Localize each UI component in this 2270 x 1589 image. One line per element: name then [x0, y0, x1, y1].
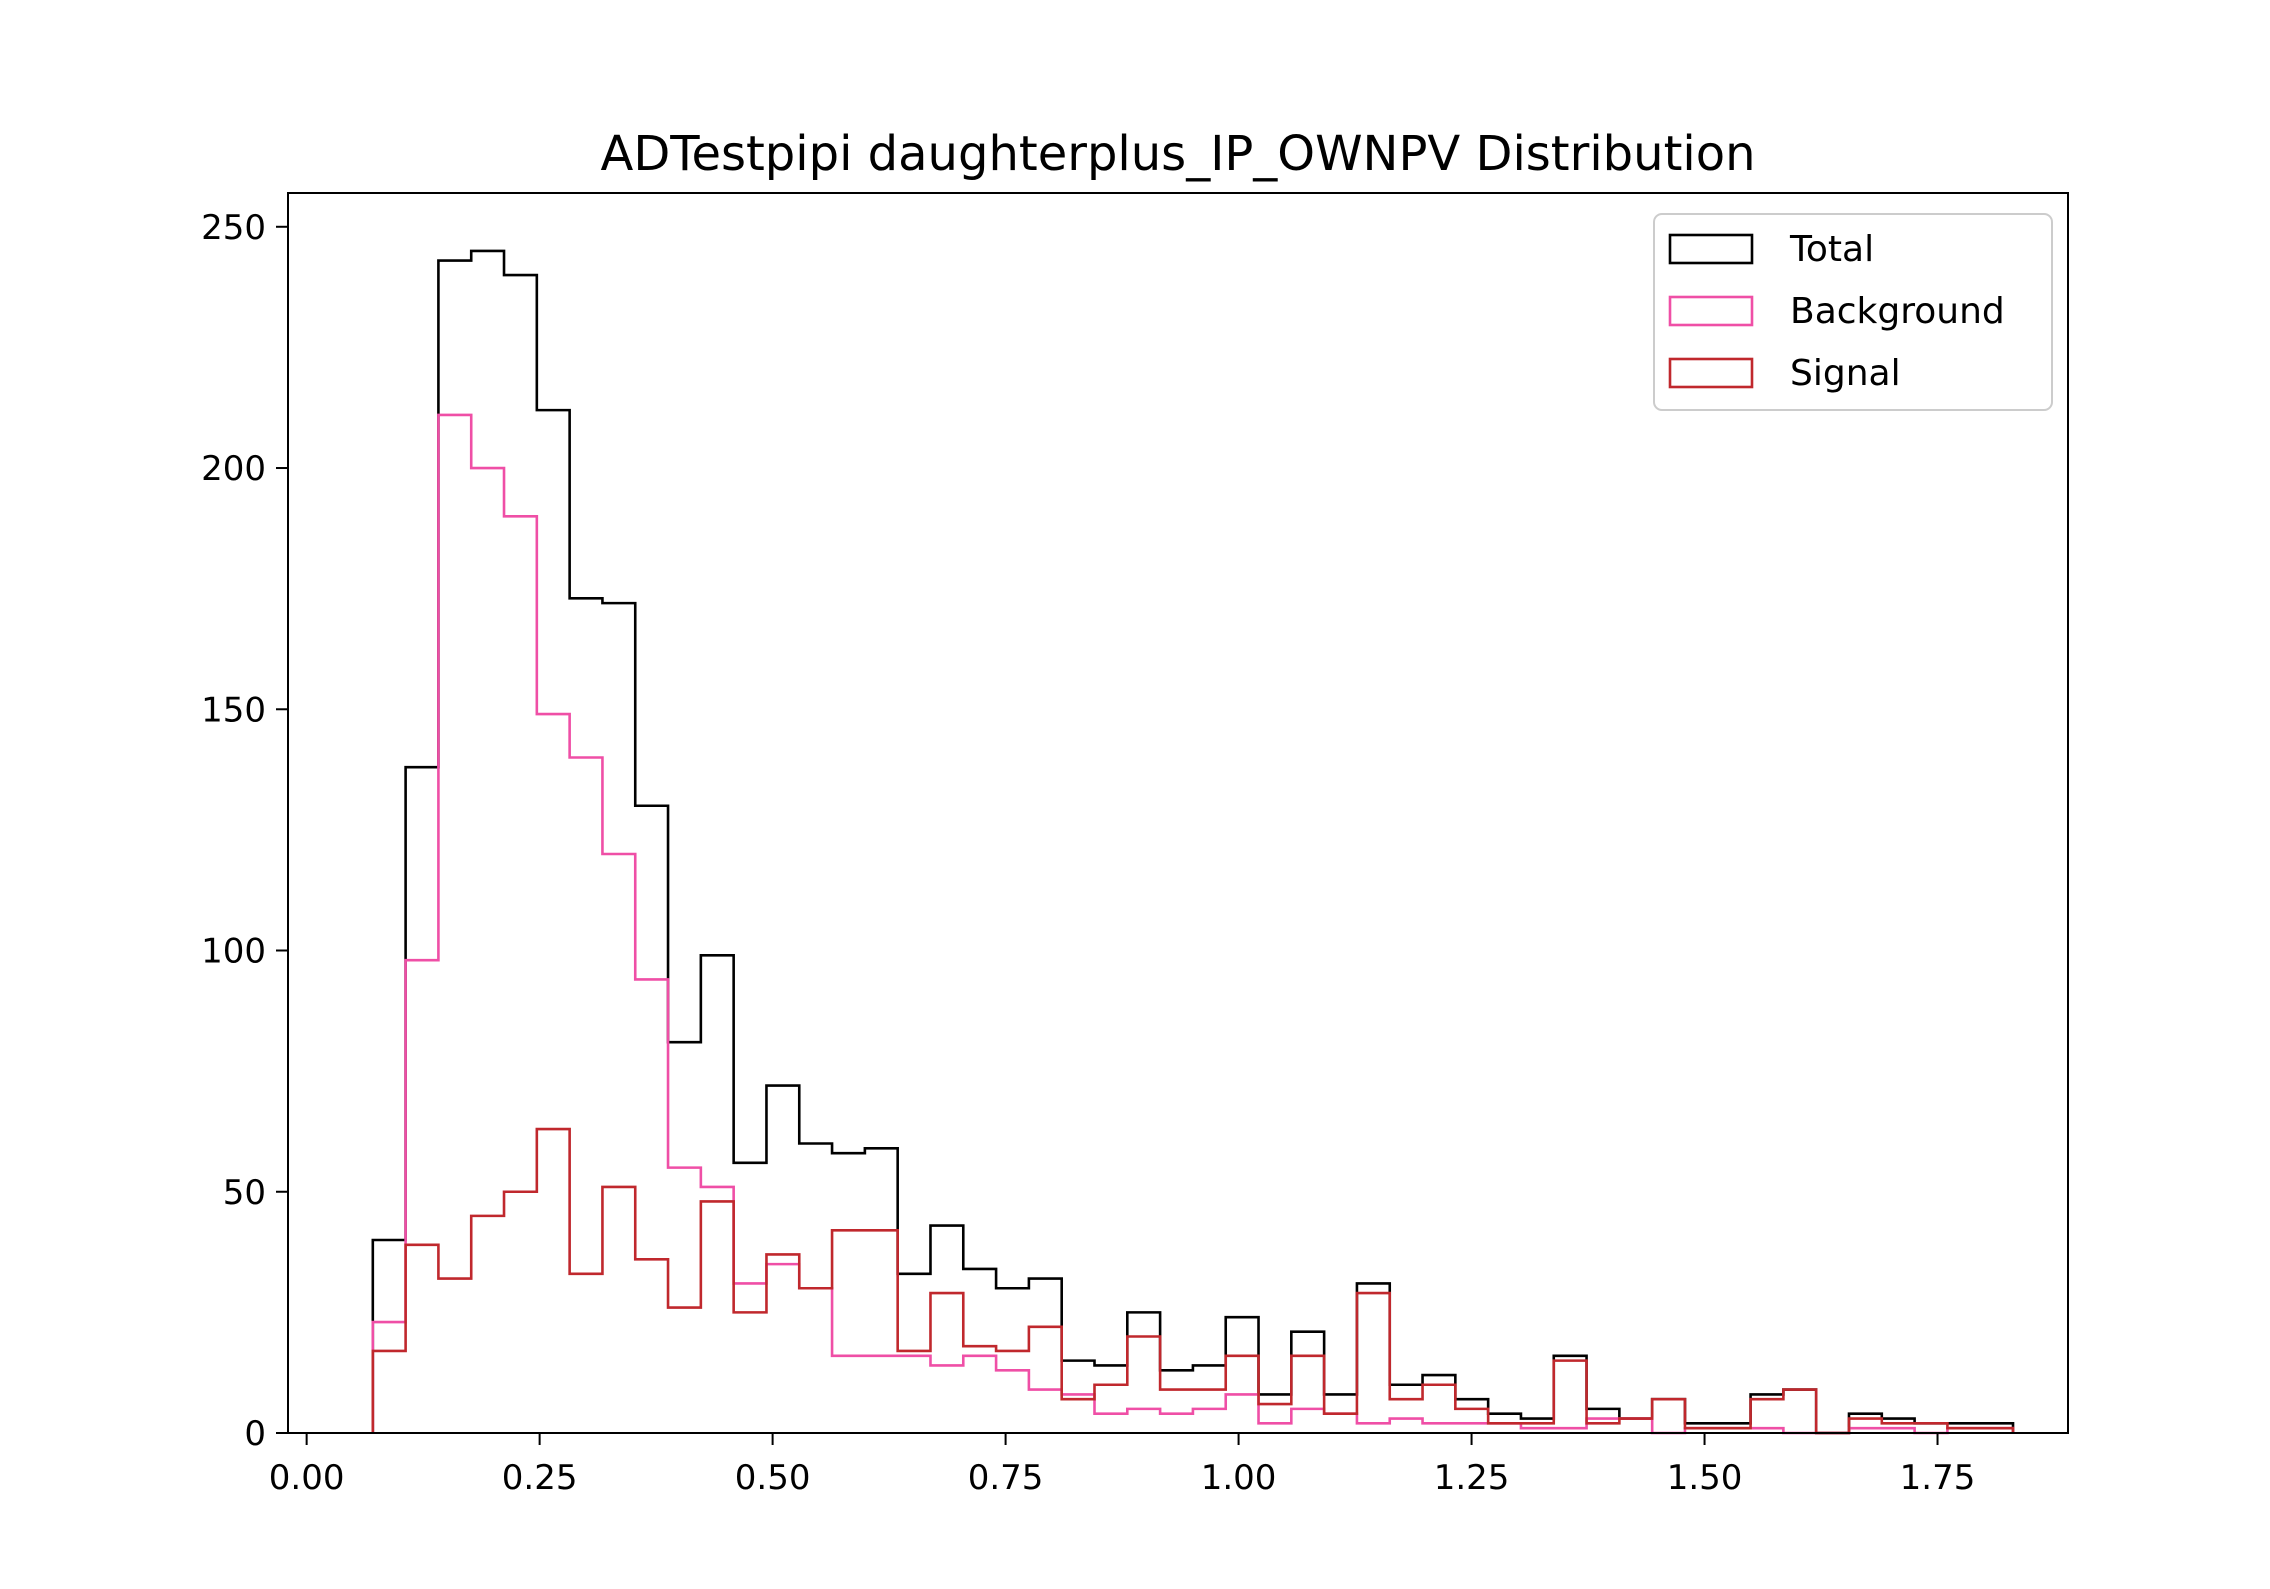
- legend-swatch-total: [1668, 233, 1754, 265]
- y-tick-label: 150: [201, 690, 266, 730]
- x-tick-label: 0.50: [735, 1458, 811, 1498]
- y-tick-label: 100: [201, 932, 266, 972]
- x-tick-label: 0.75: [968, 1458, 1044, 1498]
- histogram-series-signal: [371, 1127, 2015, 1435]
- x-tick-label: 1.25: [1434, 1458, 1510, 1498]
- x-tick-label: 1.50: [1667, 1458, 1743, 1498]
- x-tick-label: 0.00: [269, 1458, 345, 1498]
- x-tick-label: 0.25: [502, 1458, 578, 1498]
- chart-title: ADTestpipi daughterplus_IP_OWNPV Distrib…: [600, 126, 1755, 182]
- legend-label-background: Background: [1790, 291, 2005, 332]
- x-tick-label: 1.00: [1201, 1458, 1277, 1498]
- legend-swatch-background: [1668, 295, 1754, 327]
- legend-swatch-signal: [1668, 357, 1754, 389]
- legend-label-total: Total: [1789, 229, 1874, 270]
- y-tick-label: 0: [244, 1414, 266, 1454]
- histogram-series-background: [371, 413, 2015, 1435]
- legend-frame: [1653, 213, 2053, 411]
- plot-area: [371, 249, 2015, 1435]
- legend-label-signal: Signal: [1790, 353, 1901, 394]
- axes: 0.00 0.25 0.50 0.75 1.00 1.25 1.50 1.75 0 50 100 15…: [201, 192, 2069, 1498]
- histogram-series-total: [371, 249, 2015, 1435]
- axes-frame: [287, 192, 2069, 1434]
- x-tick-label: 1.75: [1900, 1458, 1976, 1498]
- y-tick-label: 50: [223, 1173, 266, 1213]
- y-tick-label: 200: [201, 449, 266, 489]
- y-tick-label: 250: [201, 208, 266, 248]
- legend: Total Background Signal: [1653, 213, 2053, 411]
